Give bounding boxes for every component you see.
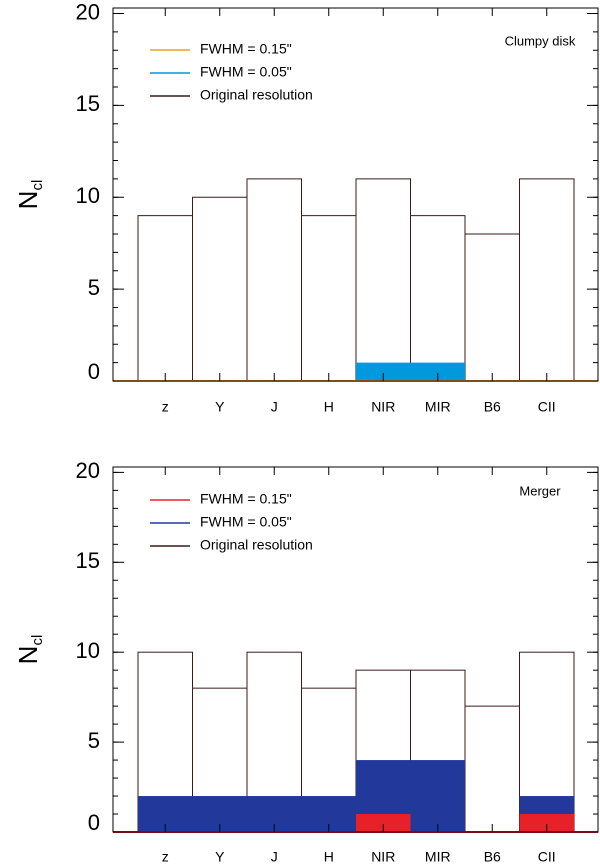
y-tick-label: 10 bbox=[76, 183, 100, 208]
bar bbox=[355, 178, 411, 382]
y-axis-label-sub: cl bbox=[29, 180, 46, 191]
y-tick-label: 0 bbox=[88, 810, 100, 835]
bar bbox=[519, 178, 575, 382]
x-tick-label: NIR bbox=[371, 399, 395, 415]
x-tick-label: J bbox=[271, 849, 278, 865]
bar bbox=[464, 233, 520, 382]
y-axis-label-main: N bbox=[13, 646, 43, 665]
x-tick-label: MIR bbox=[425, 849, 451, 865]
legend-label: FWHM = 0.05" bbox=[200, 64, 292, 80]
y-axis-label: Ncl bbox=[13, 180, 46, 210]
bar bbox=[356, 814, 411, 832]
bar bbox=[137, 215, 193, 382]
legend-label: Original resolution bbox=[200, 87, 313, 103]
legend-label: Original resolution bbox=[200, 537, 313, 553]
y-tick-label: 20 bbox=[76, 458, 100, 483]
bar bbox=[464, 705, 520, 833]
x-tick-label: MIR bbox=[425, 399, 451, 415]
legend-label: FWHM = 0.05" bbox=[200, 514, 292, 530]
x-tick-label: H bbox=[324, 849, 334, 865]
y-tick-label: 15 bbox=[76, 91, 100, 116]
y-axis-label-sub: cl bbox=[29, 635, 46, 646]
bar bbox=[356, 362, 411, 381]
x-tick-label: Y bbox=[215, 849, 225, 865]
plot-frame bbox=[112, 7, 599, 382]
x-tick-label: CII bbox=[538, 849, 556, 865]
legend-label: FWHM = 0.15" bbox=[200, 41, 292, 57]
x-tick-label: CII bbox=[538, 399, 556, 415]
bar bbox=[246, 178, 302, 382]
y-tick-label: 5 bbox=[88, 275, 100, 300]
x-tick-label: NIR bbox=[371, 849, 395, 865]
annotation: Merger bbox=[519, 483, 561, 498]
y-axis-label-main: N bbox=[13, 191, 43, 210]
y-tick-label: 0 bbox=[88, 359, 100, 384]
y-tick-label: 10 bbox=[76, 638, 100, 663]
bar bbox=[192, 196, 248, 382]
legend-label: FWHM = 0.15" bbox=[200, 491, 292, 507]
x-tick-label: z bbox=[162, 849, 169, 865]
plot-frame bbox=[112, 466, 599, 833]
x-tick-label: B6 bbox=[484, 849, 501, 865]
bar bbox=[410, 215, 466, 382]
bar bbox=[410, 760, 465, 832]
annotation: Clumpy disk bbox=[505, 33, 576, 48]
y-tick-label: 20 bbox=[76, 0, 100, 24]
y-tick-label: 15 bbox=[76, 548, 100, 573]
x-tick-label: B6 bbox=[484, 399, 501, 415]
y-tick-label: 5 bbox=[88, 728, 100, 753]
x-tick-label: z bbox=[162, 399, 169, 415]
x-tick-label: J bbox=[271, 399, 278, 415]
bar bbox=[519, 814, 574, 832]
y-axis-label: Ncl bbox=[13, 635, 46, 665]
x-tick-label: H bbox=[324, 399, 334, 415]
x-tick-label: Y bbox=[215, 399, 225, 415]
bar bbox=[410, 362, 465, 381]
bar bbox=[301, 215, 357, 382]
